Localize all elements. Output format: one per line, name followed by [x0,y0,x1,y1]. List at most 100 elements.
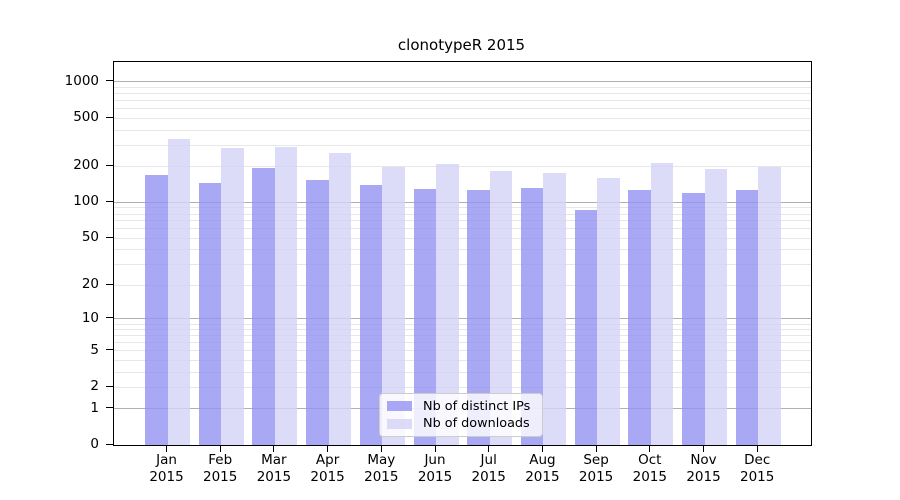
y-tick-label-1: 1 [90,399,99,416]
y-tick-200 [106,164,113,166]
y-tick-label-100: 100 [73,193,99,210]
x-tick-label-year: 2015 [364,469,399,485]
gridline-minor-20 [114,284,811,286]
x-tick-nov [703,445,704,452]
bar-distinct-ips-jul [467,190,490,445]
y-tick-100 [106,200,113,202]
y-tick-label-500: 500 [73,109,99,126]
y-tick-label-2: 2 [90,378,99,395]
bar-distinct-ips-mar [252,168,275,445]
x-tick-label-oct: Oct 2015 [615,452,685,486]
legend-item-downloads: Nb of downloads [387,416,535,431]
gridline-minor-70 [114,220,811,222]
legend-swatch-downloads [387,418,412,429]
x-tick-feb [219,445,221,452]
bar-downloads-sep [597,178,620,445]
x-tick-label-year: 2015 [203,469,238,485]
bar-downloads-aug [543,172,566,445]
x-tick-sep [595,445,597,452]
x-tick-may [380,445,382,452]
x-tick-mar [273,445,275,452]
gridline-minor-60 [114,228,811,230]
legend: Nb of distinct IPs Nb of downloads [379,393,543,437]
y-tick-1 [106,407,113,409]
y-tick-20 [106,283,113,285]
y-tick-0 [106,443,113,445]
gridline-minor-8 [114,329,811,331]
legend-label-downloads: Nb of downloads [423,416,530,432]
x-tick-label-year: 2015 [417,469,453,485]
gridline-major-100 [114,201,811,203]
x-tick-label-jul: Jul 2015 [454,452,524,486]
gridline-minor-2 [114,386,811,388]
gridline-minor-900 [114,86,811,88]
bar-downloads-feb [221,148,244,445]
x-tick-label-aug: Aug 2015 [507,452,577,486]
x-tick-label-year: 2015 [256,469,292,485]
gridline-minor-700 [114,100,811,102]
bar-distinct-ips-oct [628,189,651,445]
gridline-minor-6 [114,342,811,344]
chart-title: clonotypeR 2015 [397,36,526,54]
x-tick-label-year: 2015 [149,469,184,485]
y-tick-label-20: 20 [81,276,99,292]
bar-distinct-ips-jan [145,175,168,445]
x-tick-label-month: Feb [208,452,233,468]
bar-distinct-ips-nov [682,193,705,445]
gridline-minor-600 [114,108,811,110]
gridline-minor-400 [114,129,811,131]
x-tick-label-year: 2015 [525,469,560,485]
x-tick-label-year: 2015 [740,469,775,485]
gridline-minor-300 [114,144,811,146]
y-tick-label-200: 200 [73,157,99,174]
x-tick-label-month: Nov [690,452,717,468]
x-tick-dec [756,445,758,452]
bar-downloads-mar [274,146,298,445]
x-tick-label-apr: Apr 2015 [293,452,363,486]
x-tick-apr [327,445,329,452]
x-tick-aug [541,445,543,452]
y-tick-label-1000: 1000 [64,72,99,89]
bar-downloads-jan [167,139,190,445]
bar-distinct-ips-apr [306,180,329,445]
x-tick-jan [166,445,167,452]
gridline-minor-200 [114,165,811,167]
gridline-minor-4 [114,359,811,361]
x-tick-label-month: Apr [315,452,340,468]
y-tick-500 [106,116,113,118]
bar-downloads-nov [704,169,727,445]
x-tick-label-feb: Feb 2015 [185,452,255,486]
x-tick-label-month: Jul [480,452,497,468]
gridline-minor-7 [114,335,811,337]
x-tick-label-month: Aug [529,452,556,468]
x-tick-jul [488,445,490,452]
x-tick-label-jan: Jan 2015 [132,452,202,486]
bar-downloads-jul [489,171,513,445]
legend-label-distinct-ips: Nb of distinct IPs [423,398,531,414]
bar-distinct-ips-dec [735,190,759,445]
x-tick-label-year: 2015 [310,469,345,485]
gridline-minor-30 [114,264,811,266]
y-tick-50 [106,236,113,238]
x-tick-label-month: Dec [744,452,771,468]
plot-area: Nb of distinct IPs Nb of downloads [113,61,812,446]
legend-item-distinct-ips: Nb of distinct IPs [387,399,535,414]
bar-distinct-ips-may [359,185,383,445]
x-tick-label-sep: Sep 2015 [561,452,631,486]
gridline-major-10 [114,318,811,320]
gridline-minor-40 [114,249,811,251]
y-tick-2 [106,385,113,387]
x-tick-label-year: 2015 [686,469,721,485]
x-tick-label-may: May 2015 [346,452,416,486]
gridline-minor-3 [114,371,811,373]
y-tick-10 [106,317,113,319]
x-tick-label-year: 2015 [632,469,667,485]
y-tick-label-5: 5 [90,341,99,358]
x-tick-label-nov: Nov 2015 [669,452,739,486]
gridline-minor-800 [114,93,811,95]
bar-distinct-ips-sep [574,210,598,445]
x-tick-label-jun: Jun 2015 [400,452,470,486]
bar-distinct-ips-aug [520,187,544,445]
y-tick-label-50: 50 [81,229,99,246]
